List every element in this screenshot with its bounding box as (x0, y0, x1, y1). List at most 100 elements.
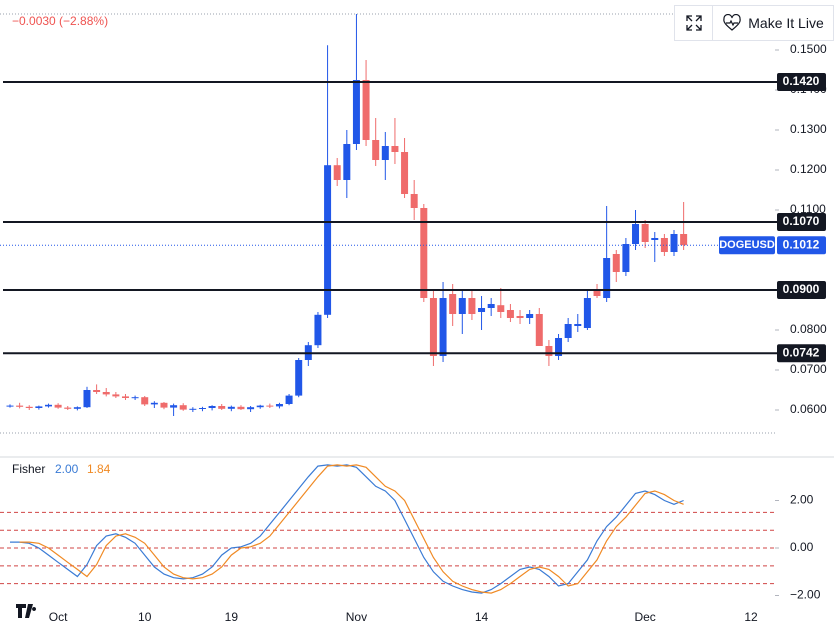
level-badge (777, 281, 826, 299)
candle-body (112, 394, 120, 397)
fullscreen-button[interactable] (674, 5, 713, 41)
level-badge (777, 344, 826, 363)
button-label: Make It Live (748, 15, 824, 31)
candle-body (362, 80, 370, 140)
candle-body (93, 390, 101, 392)
candle-body (189, 408, 197, 410)
y-tick-label: 0.0800 (790, 322, 827, 336)
candle-body (275, 404, 283, 407)
x-tick-label: Nov (346, 610, 367, 624)
y-tick-label: 0.1500 (790, 42, 827, 56)
candle-body (516, 316, 524, 318)
candle-body (458, 298, 466, 314)
candle-body (333, 165, 341, 180)
candle-body (564, 324, 572, 338)
candle-body (131, 397, 139, 399)
candle-body (497, 305, 505, 312)
x-tick-label: Oct (49, 610, 68, 624)
candle-body (574, 324, 582, 326)
candle-body (35, 406, 43, 408)
candle-body (218, 406, 226, 409)
marks: 0.0600 0.0700 0.0800 0.1100 0.1200 0.1300 0.14… (0, 14, 827, 624)
x-tick-label: 10 (138, 610, 152, 624)
candle-body (170, 405, 178, 408)
x-tick-label: 12 (744, 610, 758, 624)
candle-body (44, 404, 52, 407)
y-tick-label: −2.00 (790, 588, 821, 602)
candle-body (535, 314, 543, 346)
candle-body (237, 406, 245, 410)
series-line (19, 464, 684, 594)
candle-body (150, 402, 158, 405)
candle-body (429, 298, 437, 356)
candle-body (401, 152, 409, 194)
y-tick-label: 0.0700 (790, 362, 827, 376)
fisher-value: 2.00 (55, 462, 79, 476)
symbol-label: DOGEUSD (719, 239, 775, 251)
candle-body (439, 298, 447, 356)
indicator-title: Fisher (12, 462, 45, 476)
candle-body (555, 338, 563, 356)
candle-body (410, 194, 418, 208)
candle-body (16, 405, 24, 407)
candle-body (83, 390, 91, 408)
candle-body (641, 224, 649, 242)
candle-body (160, 402, 168, 408)
candle-body (141, 397, 149, 405)
candle-body (420, 208, 428, 298)
candle-body (651, 238, 659, 240)
y-tick-label: 0.1100 (790, 202, 826, 216)
x-tick-label: Dec (634, 610, 655, 624)
live-button[interactable]: Make It Live (712, 5, 834, 41)
level-label: 0.1420 (783, 74, 820, 88)
candle-body (545, 346, 553, 356)
candle-body (670, 234, 678, 252)
y-tick-label: 0.0600 (790, 402, 827, 416)
candle-body (6, 405, 14, 407)
candle-body (506, 310, 514, 318)
candle-body (102, 392, 110, 395)
last-price-badge (777, 236, 826, 255)
icon (685, 15, 702, 31)
candle-body (266, 405, 274, 407)
candle-body (593, 290, 601, 296)
candle-body (121, 396, 129, 398)
x-tick-label: 19 (225, 610, 239, 624)
y-tick-label: 0.00 (790, 540, 814, 554)
level-label: 0.1070 (783, 214, 820, 228)
candle-body (352, 80, 360, 144)
candle-body (449, 294, 457, 314)
candle-body (227, 406, 235, 409)
candle-body (583, 298, 591, 328)
candle-body (25, 406, 33, 408)
change-label: −0.0030 (−2.88%) (12, 14, 108, 28)
candle-body (632, 224, 640, 244)
candle-body (526, 314, 534, 318)
candle-body (468, 298, 476, 314)
candle-body (612, 254, 620, 272)
y-tick-label: 0.1300 (790, 122, 827, 136)
candle-body (622, 244, 630, 272)
candle-body (660, 238, 668, 252)
candle-body (372, 140, 380, 160)
candle-body (391, 146, 399, 152)
symbol-badge (719, 236, 775, 255)
level-badge (777, 213, 826, 231)
icon (723, 14, 742, 31)
candle-body (179, 405, 187, 410)
candle-body (295, 360, 303, 396)
series-line (10, 464, 684, 594)
candle-body (381, 146, 389, 160)
y-tick-label: 0.1200 (790, 162, 827, 176)
y-tick-label: 2.00 (790, 493, 814, 507)
level-badge (777, 73, 826, 91)
x-tick-label: 14 (475, 610, 489, 624)
level-label: 0.0900 (783, 282, 820, 296)
candle-body (208, 406, 216, 408)
level-label: 0.0742 (783, 345, 820, 359)
candle-body (487, 304, 495, 308)
last-price-label: 0.1012 (783, 237, 820, 251)
candle-body (247, 407, 255, 410)
